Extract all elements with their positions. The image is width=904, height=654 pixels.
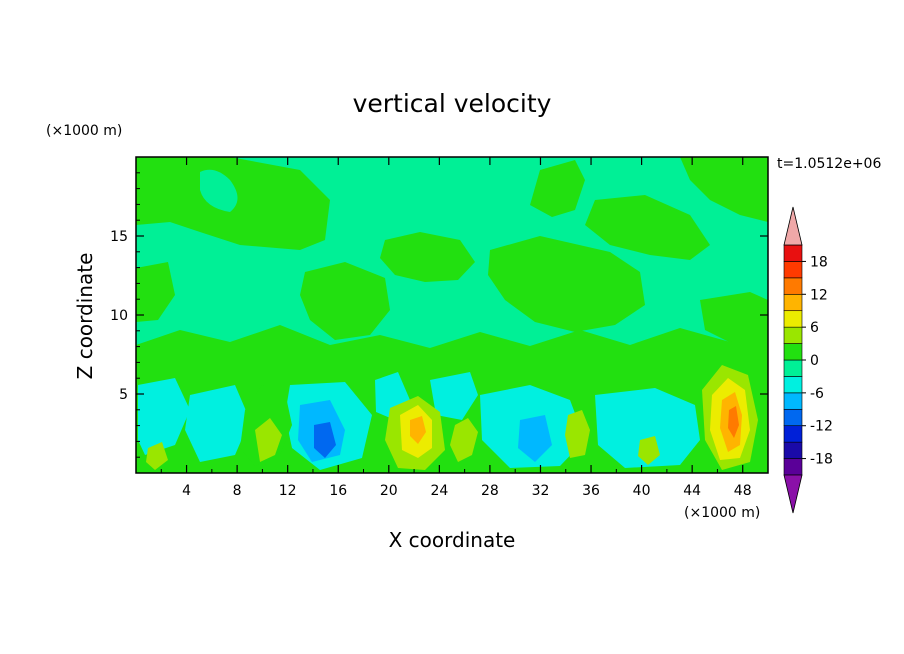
field-patch bbox=[314, 422, 336, 458]
colorbar-bin bbox=[783, 343, 803, 361]
x-tick-label: 44 bbox=[683, 483, 701, 499]
field-patch bbox=[450, 418, 478, 462]
colorbar-tick-label: -18 bbox=[810, 452, 833, 468]
colorbar-bin bbox=[783, 293, 803, 312]
field-patch bbox=[565, 410, 590, 458]
y-axis-label: Z coordinate bbox=[73, 253, 97, 380]
y-axis-ticks: 5 10 15 bbox=[110, 172, 768, 458]
colorbar-bin bbox=[783, 376, 803, 394]
field-patch bbox=[255, 418, 282, 462]
x-tick-label: 20 bbox=[380, 483, 398, 499]
colorbar-tick-label: -12 bbox=[810, 419, 833, 435]
chart-title: vertical velocity bbox=[353, 89, 552, 118]
x-axis-label: X coordinate bbox=[389, 528, 516, 552]
colorbar-bin bbox=[783, 261, 803, 279]
colorbar-under-triangle bbox=[783, 474, 803, 514]
x-tick-label: 32 bbox=[532, 483, 550, 499]
field-patch bbox=[700, 292, 768, 345]
x-tick-label: 16 bbox=[329, 483, 347, 499]
colorbar-tick-label: -6 bbox=[810, 386, 824, 402]
colorbar-bin bbox=[783, 425, 803, 443]
field-patch bbox=[136, 262, 175, 322]
colorbar-bin bbox=[783, 359, 803, 377]
colorbar-bin bbox=[783, 392, 803, 410]
colorbar-tick-label: 6 bbox=[810, 320, 819, 336]
x-unit-label: (×1000 m) bbox=[684, 505, 760, 521]
x-tick-label: 4 bbox=[182, 483, 191, 499]
x-tick-label: 36 bbox=[582, 483, 600, 499]
colorbar-bin bbox=[783, 277, 803, 295]
contour-field bbox=[136, 157, 768, 473]
field-patch bbox=[410, 416, 426, 444]
colorbar-over-triangle bbox=[783, 206, 803, 246]
colorbar-bin bbox=[783, 408, 803, 427]
x-tick-label: 48 bbox=[734, 483, 752, 499]
field-patch bbox=[530, 160, 585, 217]
field-patch bbox=[185, 385, 250, 462]
field-patch bbox=[146, 442, 168, 470]
colorbar-bin bbox=[783, 244, 803, 262]
colorbar-tick-label: 0 bbox=[810, 353, 819, 369]
x-tick-label: 28 bbox=[481, 483, 499, 499]
y-tick-label: 5 bbox=[119, 387, 128, 403]
x-axis-ticks: 4 8 12 16 20 24 28 32 36 40 44 48 bbox=[160, 157, 752, 499]
x-tick-label: 8 bbox=[233, 483, 242, 499]
field-patch bbox=[380, 232, 475, 282]
field-patch bbox=[138, 378, 190, 455]
field-patch bbox=[430, 372, 478, 420]
colorbar: -18 -12 -6 0 6 12 18 bbox=[783, 206, 833, 514]
y-tick-label: 10 bbox=[110, 308, 128, 324]
field-patch bbox=[680, 157, 768, 222]
colorbar-tick-label: 18 bbox=[810, 254, 828, 270]
y-unit-label: (×1000 m) bbox=[46, 123, 122, 139]
colorbar-bin bbox=[783, 458, 803, 476]
field-patch bbox=[638, 436, 660, 465]
colorbar-bin bbox=[783, 310, 803, 328]
field-patch bbox=[585, 195, 710, 260]
x-tick-label: 40 bbox=[633, 483, 651, 499]
x-tick-label: 24 bbox=[430, 483, 448, 499]
colorbar-tick-label: 12 bbox=[810, 287, 828, 303]
field-patch bbox=[488, 236, 645, 332]
colorbar-bin bbox=[783, 326, 803, 344]
colorbar-bin bbox=[783, 441, 803, 459]
field-patch bbox=[200, 169, 238, 212]
y-tick-label: 15 bbox=[110, 229, 128, 245]
field-patch bbox=[595, 388, 700, 468]
x-tick-label: 12 bbox=[279, 483, 297, 499]
field-patch bbox=[728, 406, 739, 438]
field-patch bbox=[518, 415, 552, 462]
field-patch bbox=[300, 262, 390, 340]
time-label: t=1.0512e+06 bbox=[777, 156, 881, 172]
